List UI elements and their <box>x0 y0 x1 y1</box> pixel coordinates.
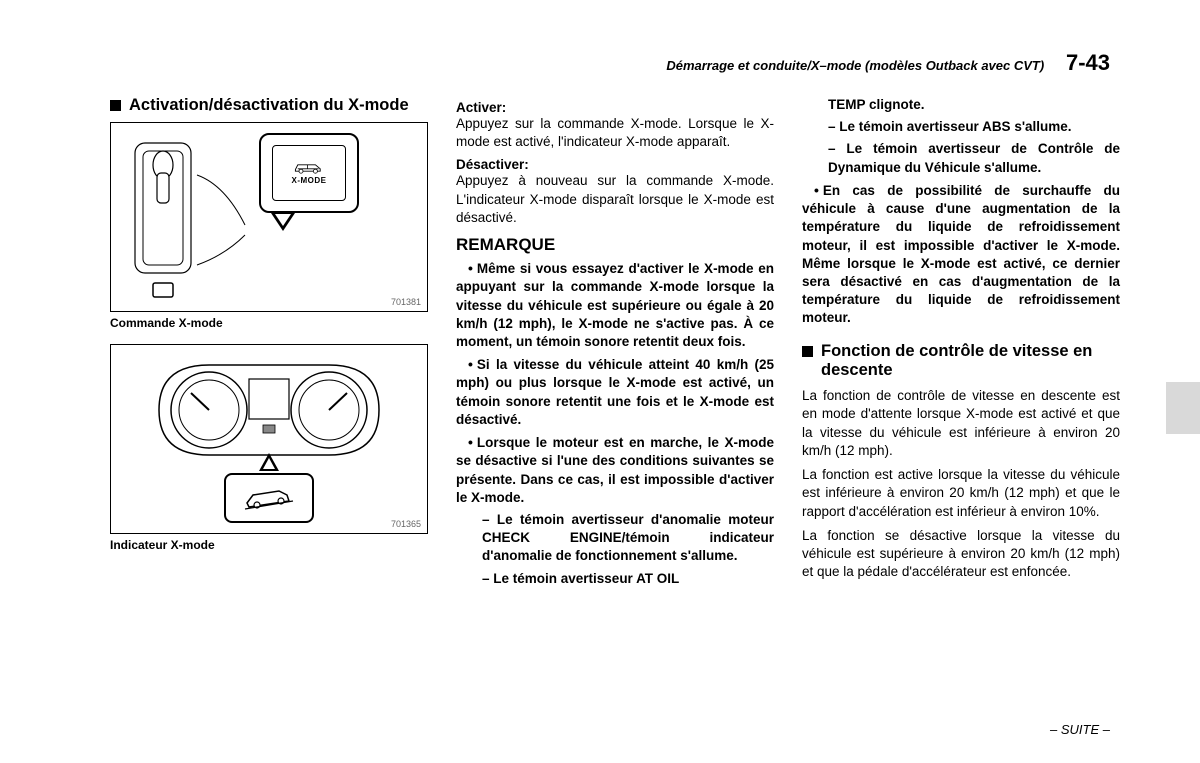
column-3: TEMP clignote. – Le témoin avertisseur A… <box>802 96 1120 592</box>
bullet-text: En cas de possibilité de surchauffe du v… <box>802 183 1120 326</box>
car-downhill-icon <box>241 483 297 513</box>
note-sub-3: – Le témoin avertisseur ABS s'allume. <box>802 118 1120 136</box>
note-sub-4: – Le témoin avertisseur de Contrôle de D… <box>802 140 1120 176</box>
square-bullet-icon <box>802 346 813 357</box>
descente-p2: La fonction est active lorsque la vitess… <box>802 466 1120 521</box>
bullet-text: Même si vous essayez d'activer le X-mode… <box>456 261 774 349</box>
xmode-label: X-MODE <box>292 176 327 185</box>
activer-heading: Activer: <box>456 100 774 115</box>
remarque-heading: REMARQUE <box>456 235 774 255</box>
bullet-text: Lorsque le moteur est en marche, le X-mo… <box>456 435 774 505</box>
desactiver-body: Appuyez à nouveau sur la commande X-mode… <box>456 172 774 227</box>
column-2: Activer: Appuyez sur la commande X-mode.… <box>456 96 774 592</box>
descente-p1: La fonction de contrôle de vitesse en de… <box>802 387 1120 460</box>
figure-xmode-indicator: 701365 <box>110 344 428 534</box>
note-sub-2-cont: TEMP clignote. <box>802 96 1120 114</box>
note-bullet-1: •Même si vous essayez d'activer le X-mod… <box>456 259 774 351</box>
page-tab <box>1166 382 1200 434</box>
section-title-descente: Fonction de contrôle de vitesse en desce… <box>802 342 1120 382</box>
note-bullet-3: •Lorsque le moteur est en marche, le X-m… <box>456 433 774 507</box>
figure-caption-1: Commande X-mode <box>110 316 428 330</box>
dashboard-illustration <box>149 355 389 465</box>
page-number: 7-43 <box>1066 50 1110 75</box>
xmode-callout: X-MODE <box>259 133 359 213</box>
image-id: 701365 <box>391 519 421 529</box>
callout-pointer-icon <box>271 213 295 231</box>
note-bullet-4: •En cas de possibilité de surchauffe du … <box>802 181 1120 328</box>
content-columns: Activation/désactivation du X-mode <box>110 96 1120 592</box>
descente-p3: La fonction se désactive lorsque la vite… <box>802 527 1120 582</box>
image-id: 701381 <box>391 297 421 307</box>
note-bullet-2: •Si la vitesse du véhicule atteint 40 km… <box>456 355 774 429</box>
page-header: Démarrage et conduite/X–mode (modèles Ou… <box>110 50 1120 76</box>
callout-pointer-icon <box>259 453 279 471</box>
car-icon <box>293 160 325 174</box>
desactiver-heading: Désactiver: <box>456 157 774 172</box>
title-text: Activation/désactivation du X-mode <box>129 96 409 116</box>
figure-caption-2: Indicateur X-mode <box>110 538 428 552</box>
continuation-marker: – SUITE – <box>1050 722 1110 737</box>
column-1: Activation/désactivation du X-mode <box>110 96 428 592</box>
note-sub-1: – Le témoin avertisseur d'anomalie moteu… <box>456 511 774 566</box>
indicator-callout <box>224 473 314 523</box>
activer-body: Appuyez sur la commande X-mode. Lorsque … <box>456 115 774 151</box>
bullet-text: Si la vitesse du véhicule atteint 40 km/… <box>456 357 774 427</box>
note-sub-2: – Le témoin avertisseur AT OIL <box>456 570 774 588</box>
shifter-illustration <box>125 135 255 305</box>
xmode-button-face: X-MODE <box>272 145 346 201</box>
title-text: Fonction de contrôle de vitesse en desce… <box>821 342 1120 382</box>
figure-xmode-button: X-MODE 701381 <box>110 122 428 312</box>
breadcrumb: Démarrage et conduite/X–mode (modèles Ou… <box>666 58 1044 73</box>
square-bullet-icon <box>110 100 121 111</box>
section-title-activation: Activation/désactivation du X-mode <box>110 96 428 116</box>
